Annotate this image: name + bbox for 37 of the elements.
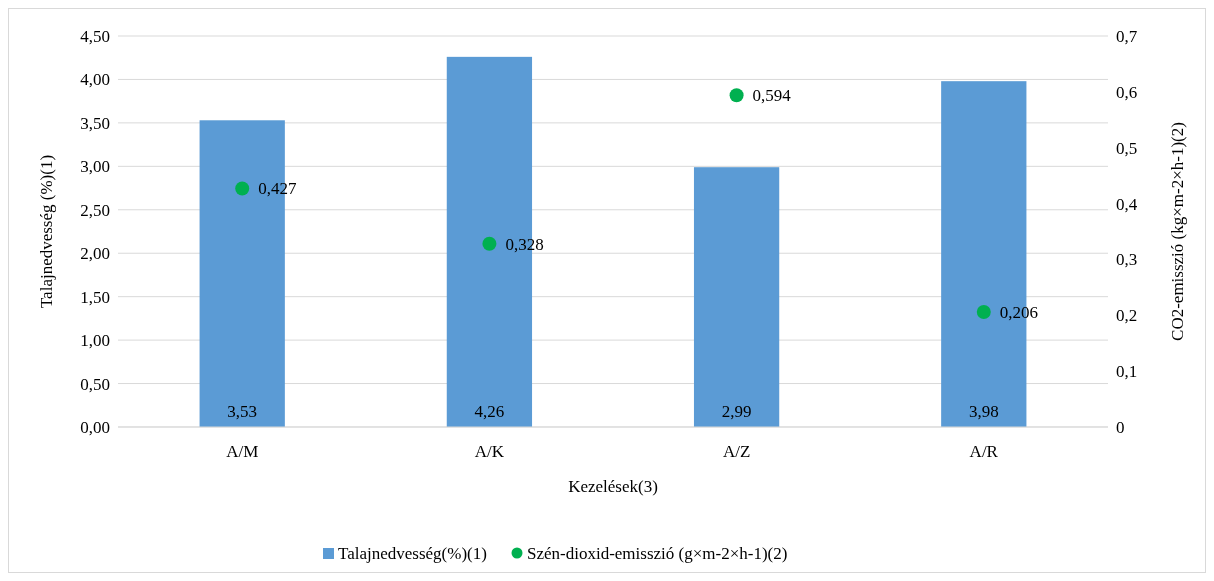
data-label: 3,98: [968, 402, 999, 421]
x-axis-title: Kezelések(3): [568, 477, 658, 496]
point: [729, 88, 744, 103]
x-tick-label: A/R: [969, 442, 999, 461]
data-label: 4,26: [474, 402, 505, 421]
bar: [693, 167, 780, 427]
y-tick-label: 1,00: [80, 331, 110, 351]
y2-tick-label: 0,7: [1116, 27, 1138, 46]
y2-tick-label: 0,3: [1116, 250, 1138, 270]
y-tick-label: 4,00: [80, 70, 110, 90]
point: [235, 181, 250, 196]
data-label: 3,53: [227, 402, 258, 421]
y2-tick-label: 0,4: [1116, 194, 1138, 214]
y-tick-label: 1,50: [80, 287, 110, 307]
y-tick-label: 0,50: [80, 374, 110, 394]
y2-tick-label: 0,5: [1116, 138, 1138, 158]
x-tick-label: A/Z: [722, 442, 751, 461]
legend-label: Talajnedvesség(%)(1): [338, 544, 487, 563]
y-tick-label: 3,50: [80, 113, 110, 133]
y-tick-label: 2,00: [80, 244, 110, 264]
x-tick-label: A/M: [226, 442, 259, 461]
point: [482, 236, 497, 251]
y2-tick-label: 0: [1116, 418, 1125, 437]
y-tick-label: 3,00: [80, 157, 110, 177]
y2-tick-label: 0,2: [1116, 306, 1138, 326]
y-tick-label: 0,00: [80, 418, 110, 437]
data-label: 0,594: [752, 86, 792, 106]
y2-tick-label: 0,1: [1116, 362, 1138, 382]
point: [976, 304, 991, 319]
y2-axis-title: CO2-emisszió (kg×m-2×h-1)(2): [1168, 122, 1187, 341]
x-tick-label: A/K: [474, 442, 505, 461]
y-tick-label: 2,50: [80, 200, 110, 220]
y-tick-label: 4,50: [80, 27, 110, 46]
y-axis-title: Talajnedvesség (%)(1): [37, 154, 56, 309]
y2-tick-label: 0,6: [1116, 82, 1138, 102]
legend-label: Szén-dioxid-emisszió (g×m-2×h-1)(2): [527, 544, 788, 563]
data-label: 2,99: [721, 402, 752, 421]
